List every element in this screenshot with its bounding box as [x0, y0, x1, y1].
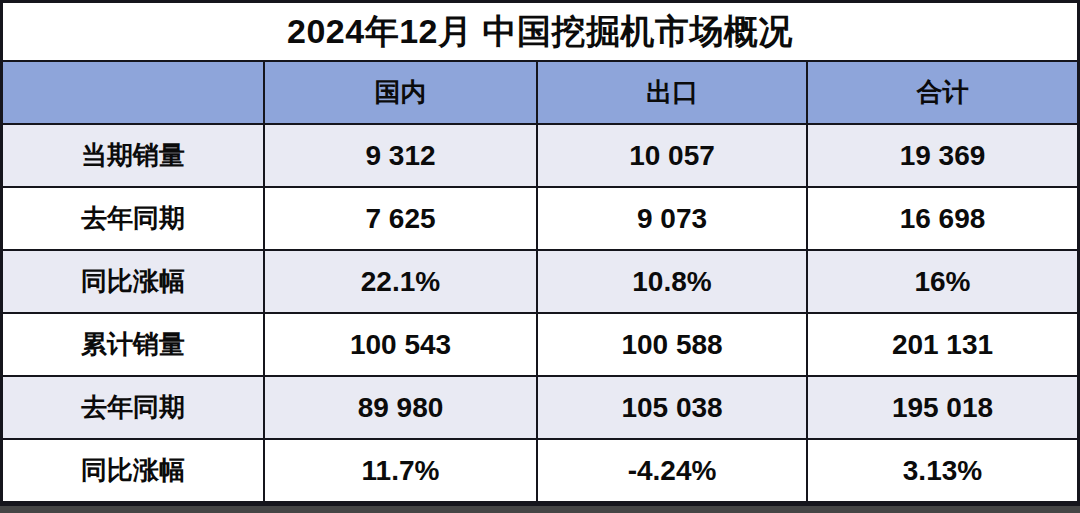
value-cell: 10.8%	[538, 251, 806, 312]
value-cell: 3.13%	[808, 440, 1077, 501]
value-cell: 201 131	[808, 314, 1077, 375]
row-label-cell: 累计销量	[3, 314, 263, 375]
value-cell: 16%	[808, 251, 1077, 312]
row-label-cell: 同比涨幅	[3, 440, 263, 501]
value-cell: 105 038	[538, 377, 806, 438]
value-cell: 10 057	[538, 125, 806, 186]
value-cell: 89 980	[265, 377, 536, 438]
value-cell: 9 073	[538, 188, 806, 249]
value-cell: 100 543	[265, 314, 536, 375]
value-cell: 19 369	[808, 125, 1077, 186]
value-cell: 7 625	[265, 188, 536, 249]
row-label-cell: 去年同期	[3, 377, 263, 438]
value-cell: 9 312	[265, 125, 536, 186]
value-cell: 11.7%	[265, 440, 536, 501]
row-label-cell: 去年同期	[3, 188, 263, 249]
value-cell: 195 018	[808, 377, 1077, 438]
table-grid: 国内出口合计当期销量9 31210 05719 369去年同期7 6259 07…	[3, 60, 1077, 501]
header-cell: 合计	[808, 62, 1077, 123]
table-title: 2024年12月 中国挖掘机市场概况	[3, 3, 1077, 60]
row-label-cell: 当期销量	[3, 125, 263, 186]
market-overview-table: 2024年12月 中国挖掘机市场概况 国内出口合计当期销量9 31210 057…	[0, 0, 1080, 506]
row-label-cell: 同比涨幅	[3, 251, 263, 312]
table-bottom-shadow	[0, 506, 1080, 513]
value-cell: 22.1%	[265, 251, 536, 312]
header-cell-empty	[3, 62, 263, 123]
header-cell: 出口	[538, 62, 806, 123]
value-cell: -4.24%	[538, 440, 806, 501]
value-cell: 16 698	[808, 188, 1077, 249]
excavator-market-table-graphic: 2024年12月 中国挖掘机市场概况 国内出口合计当期销量9 31210 057…	[0, 0, 1080, 513]
value-cell: 100 588	[538, 314, 806, 375]
header-cell: 国内	[265, 62, 536, 123]
